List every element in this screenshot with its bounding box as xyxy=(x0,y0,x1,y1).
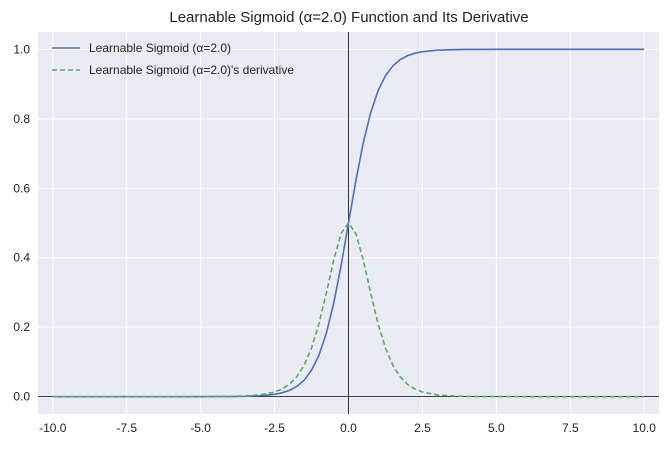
series-line-1 xyxy=(52,222,645,398)
x-tick-label: 10.0 xyxy=(633,421,657,435)
x-tick-label: 0.0 xyxy=(340,421,357,435)
x-tick-label: 5.0 xyxy=(488,421,505,435)
x-tick-label: -7.5 xyxy=(116,421,137,435)
legend: Learnable Sigmoid (α=2.0) Learnable Sigmo… xyxy=(52,41,294,77)
legend-label-1: Learnable Sigmoid (α=2.0)'s derivative xyxy=(89,63,294,77)
x-tick-label: 7.5 xyxy=(562,421,579,435)
x-tick-label: -10.0 xyxy=(39,421,67,435)
y-tick-label: 1.0 xyxy=(13,42,30,56)
y-tick-label: 0.0 xyxy=(13,390,30,404)
x-tick-label: 2.5 xyxy=(414,421,431,435)
x-tick-label: -2.5 xyxy=(264,421,285,435)
x-tick-labels: -10.0 -7.5 -5.0 -2.5 0.0 2.5 5.0 7.5 10.0 xyxy=(39,421,656,435)
y-tick-label: 0.8 xyxy=(13,112,30,126)
y-tick-labels: 0.0 0.2 0.4 0.6 0.8 1.0 xyxy=(13,42,30,403)
chart-title: Learnable Sigmoid (α=2.0) Function and I… xyxy=(169,9,528,26)
x-tick-label: -5.0 xyxy=(190,421,211,435)
series-layer xyxy=(52,48,645,398)
legend-label-0: Learnable Sigmoid (α=2.0) xyxy=(89,41,231,55)
y-tick-label: 0.4 xyxy=(13,251,30,265)
y-tick-label: 0.2 xyxy=(13,320,30,334)
y-tick-label: 0.6 xyxy=(13,181,30,195)
